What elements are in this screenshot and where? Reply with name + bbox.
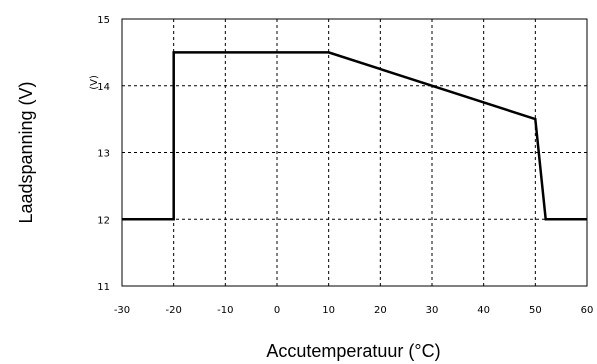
y-tick-label: 11 [97,282,110,293]
x-tick-label: -20 [165,305,181,316]
x-tick-label: -10 [217,305,233,316]
x-tick-label: 30 [426,305,439,316]
x-tick-label: -30 [114,305,130,316]
series-layer [122,51,587,221]
x-axis-label: Accutemperatuur (°C) [266,341,440,361]
y-tick-label: 12 [97,215,110,226]
plot-frame [121,18,588,287]
y-axis-ticks: 11 12 13 14 15 [97,15,110,293]
y-tick-label: 13 [97,149,110,160]
y-axis-label: Laadspanning (V) [16,81,36,223]
y-tick-label: 15 [97,15,110,26]
x-tick-label: 0 [274,305,280,316]
x-tick-label: 20 [374,305,387,316]
x-tick-label: 50 [529,305,542,316]
grid [122,19,587,286]
x-tick-label: 40 [477,305,490,316]
y-tick-label: 14 [97,82,110,93]
series-line [122,51,587,221]
x-axis-ticks: -30 -20 -10 0 10 20 30 40 50 60 [114,305,594,316]
x-tick-label: 10 [322,305,335,316]
x-tick-label: 60 [581,305,594,316]
y-unit-overlay-text: (V) [89,75,100,90]
